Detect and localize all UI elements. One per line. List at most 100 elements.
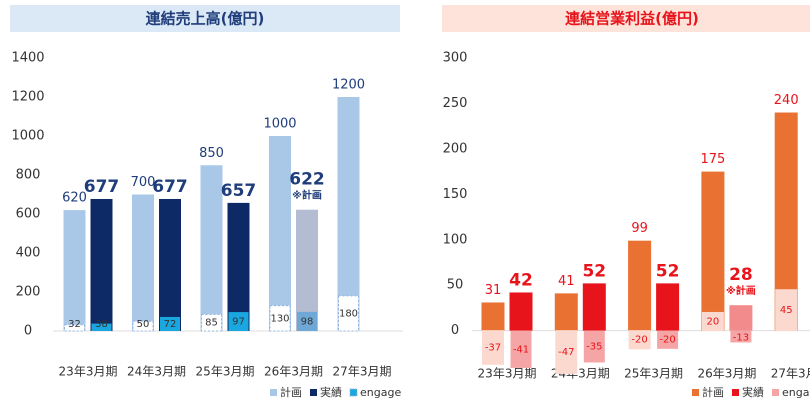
actual-bar: [582, 283, 606, 331]
actual-value-label: 52: [656, 261, 680, 281]
plan-value-label: 620: [62, 191, 87, 206]
engage-plan-box: [555, 330, 578, 374]
engage-plan-box-label: 20: [707, 317, 720, 328]
engage-plan-box: [269, 305, 291, 332]
engage-actual-box: [730, 330, 752, 343]
engage-actual-box: [160, 316, 180, 331]
actual-value-label: 622: [289, 170, 325, 190]
engage-plan-box-label: -20: [631, 335, 647, 346]
y-tick-label: 200: [16, 285, 41, 300]
y-tick-label: 1000: [11, 129, 44, 144]
engage-actual-box-label: -20: [659, 335, 675, 346]
y-tick-label: 1200: [11, 90, 44, 105]
y-tick-label: 300: [443, 51, 468, 66]
y-tick-label: 600: [16, 207, 41, 222]
engage-plan-box: [338, 295, 359, 332]
x-tick-label: 27年3月期: [771, 367, 810, 381]
legend-swatch: [270, 389, 277, 396]
legend-label: 計画: [280, 385, 302, 399]
engage-actual-box-label: 38: [95, 319, 108, 330]
chart-title: 連結売上高(億円): [146, 10, 265, 28]
chart-title: 連結営業利益(億円): [565, 10, 699, 28]
legend-swatch: [349, 388, 358, 397]
legend-swatch: [732, 389, 739, 396]
legend-label: 実績: [742, 385, 764, 399]
x-tick-label: 25年3月期: [624, 367, 683, 381]
title-band: [442, 5, 810, 32]
engage-plan-box: [701, 311, 724, 332]
plan-bar: [269, 136, 291, 331]
engage-actual-box: [657, 330, 679, 349]
x-tick-label: 23年3月期: [59, 365, 118, 379]
actual-value-label: 657: [221, 181, 257, 201]
engage-actual-box: [297, 311, 317, 331]
plan-value-label: 240: [774, 93, 799, 108]
engage-plan-box: [64, 324, 85, 332]
y-tick-label: 150: [443, 187, 468, 202]
y-tick-label: 50: [447, 278, 464, 293]
plan-value-label: 175: [700, 152, 725, 167]
y-tick-label: 250: [443, 96, 468, 111]
legend-label: 実績: [320, 385, 342, 399]
x-tick-label: 26年3月期: [264, 365, 323, 379]
engage-plan-box-label: -47: [558, 347, 574, 358]
engage-actual-box-label: -13: [733, 333, 749, 344]
actual-bar: [90, 198, 113, 331]
plan-bar: [200, 165, 223, 331]
plan-bar: [132, 194, 154, 331]
x-tick-label: 23年3月期: [478, 367, 537, 381]
actual-value-label: 28: [729, 265, 753, 285]
y-tick-label: 0: [24, 324, 32, 339]
plan-bar: [554, 293, 578, 331]
engage-actual-box-label: 97: [232, 317, 245, 328]
engage-actual-box-label: -35: [586, 342, 602, 353]
plan-bar: [337, 97, 360, 331]
y-tick-label: 800: [16, 168, 41, 183]
actual-value-label: 42: [509, 270, 533, 290]
x-tick-label: 26年3月期: [697, 367, 756, 381]
legend-swatch: [772, 389, 779, 396]
engage-plan-box: [201, 313, 222, 332]
legend-label: engage: [782, 386, 810, 399]
engage-plan-box-label: 45: [780, 305, 793, 316]
engage-plan-box-label: 180: [339, 308, 358, 319]
legend-swatch: [692, 389, 699, 396]
plan-value-label: 31: [485, 283, 502, 298]
engage-plan-box: [628, 330, 651, 350]
plan-bar: [774, 112, 798, 331]
actual-bar: [159, 198, 181, 331]
engage-plan-box: [775, 289, 798, 332]
plan-bar: [481, 302, 505, 331]
actual-value-label: 677: [84, 177, 120, 197]
y-tick-label: 400: [16, 246, 41, 261]
engage-actual-box: [228, 312, 249, 331]
engage-plan-box-label: 50: [137, 319, 150, 330]
engage-plan-box: [132, 320, 154, 332]
legend-label: 計画: [702, 385, 724, 399]
legend-swatch: [310, 389, 317, 396]
actual-bar: [509, 292, 533, 331]
annotation: ※計画: [292, 189, 322, 202]
plan-value-label: 41: [558, 274, 575, 289]
x-tick-label: 27年3月期: [333, 365, 392, 379]
plan-bar: [63, 210, 86, 331]
x-tick-label: 25年3月期: [196, 365, 255, 379]
legend-label: engage: [360, 386, 401, 399]
actual-bar: [729, 305, 753, 331]
actual-bar: [656, 283, 680, 331]
actual-value-label: 52: [582, 261, 606, 281]
engage-plan-box: [482, 330, 504, 365]
plan-value-label: 1200: [332, 78, 365, 93]
y-tick-label: 0: [451, 323, 459, 338]
actual-bar: [227, 202, 250, 331]
annotation: ※計画: [726, 284, 756, 297]
engage-actual-box-label: 98: [301, 316, 314, 327]
plan-value-label: 700: [131, 175, 156, 190]
plan-value-label: 99: [631, 221, 648, 236]
engage-plan-box-label: 32: [68, 319, 81, 330]
plan-bar: [701, 171, 725, 331]
engage-actual-box: [91, 323, 112, 331]
y-tick-label: 1400: [11, 51, 44, 66]
engage-actual-box-label: 72: [164, 319, 177, 330]
